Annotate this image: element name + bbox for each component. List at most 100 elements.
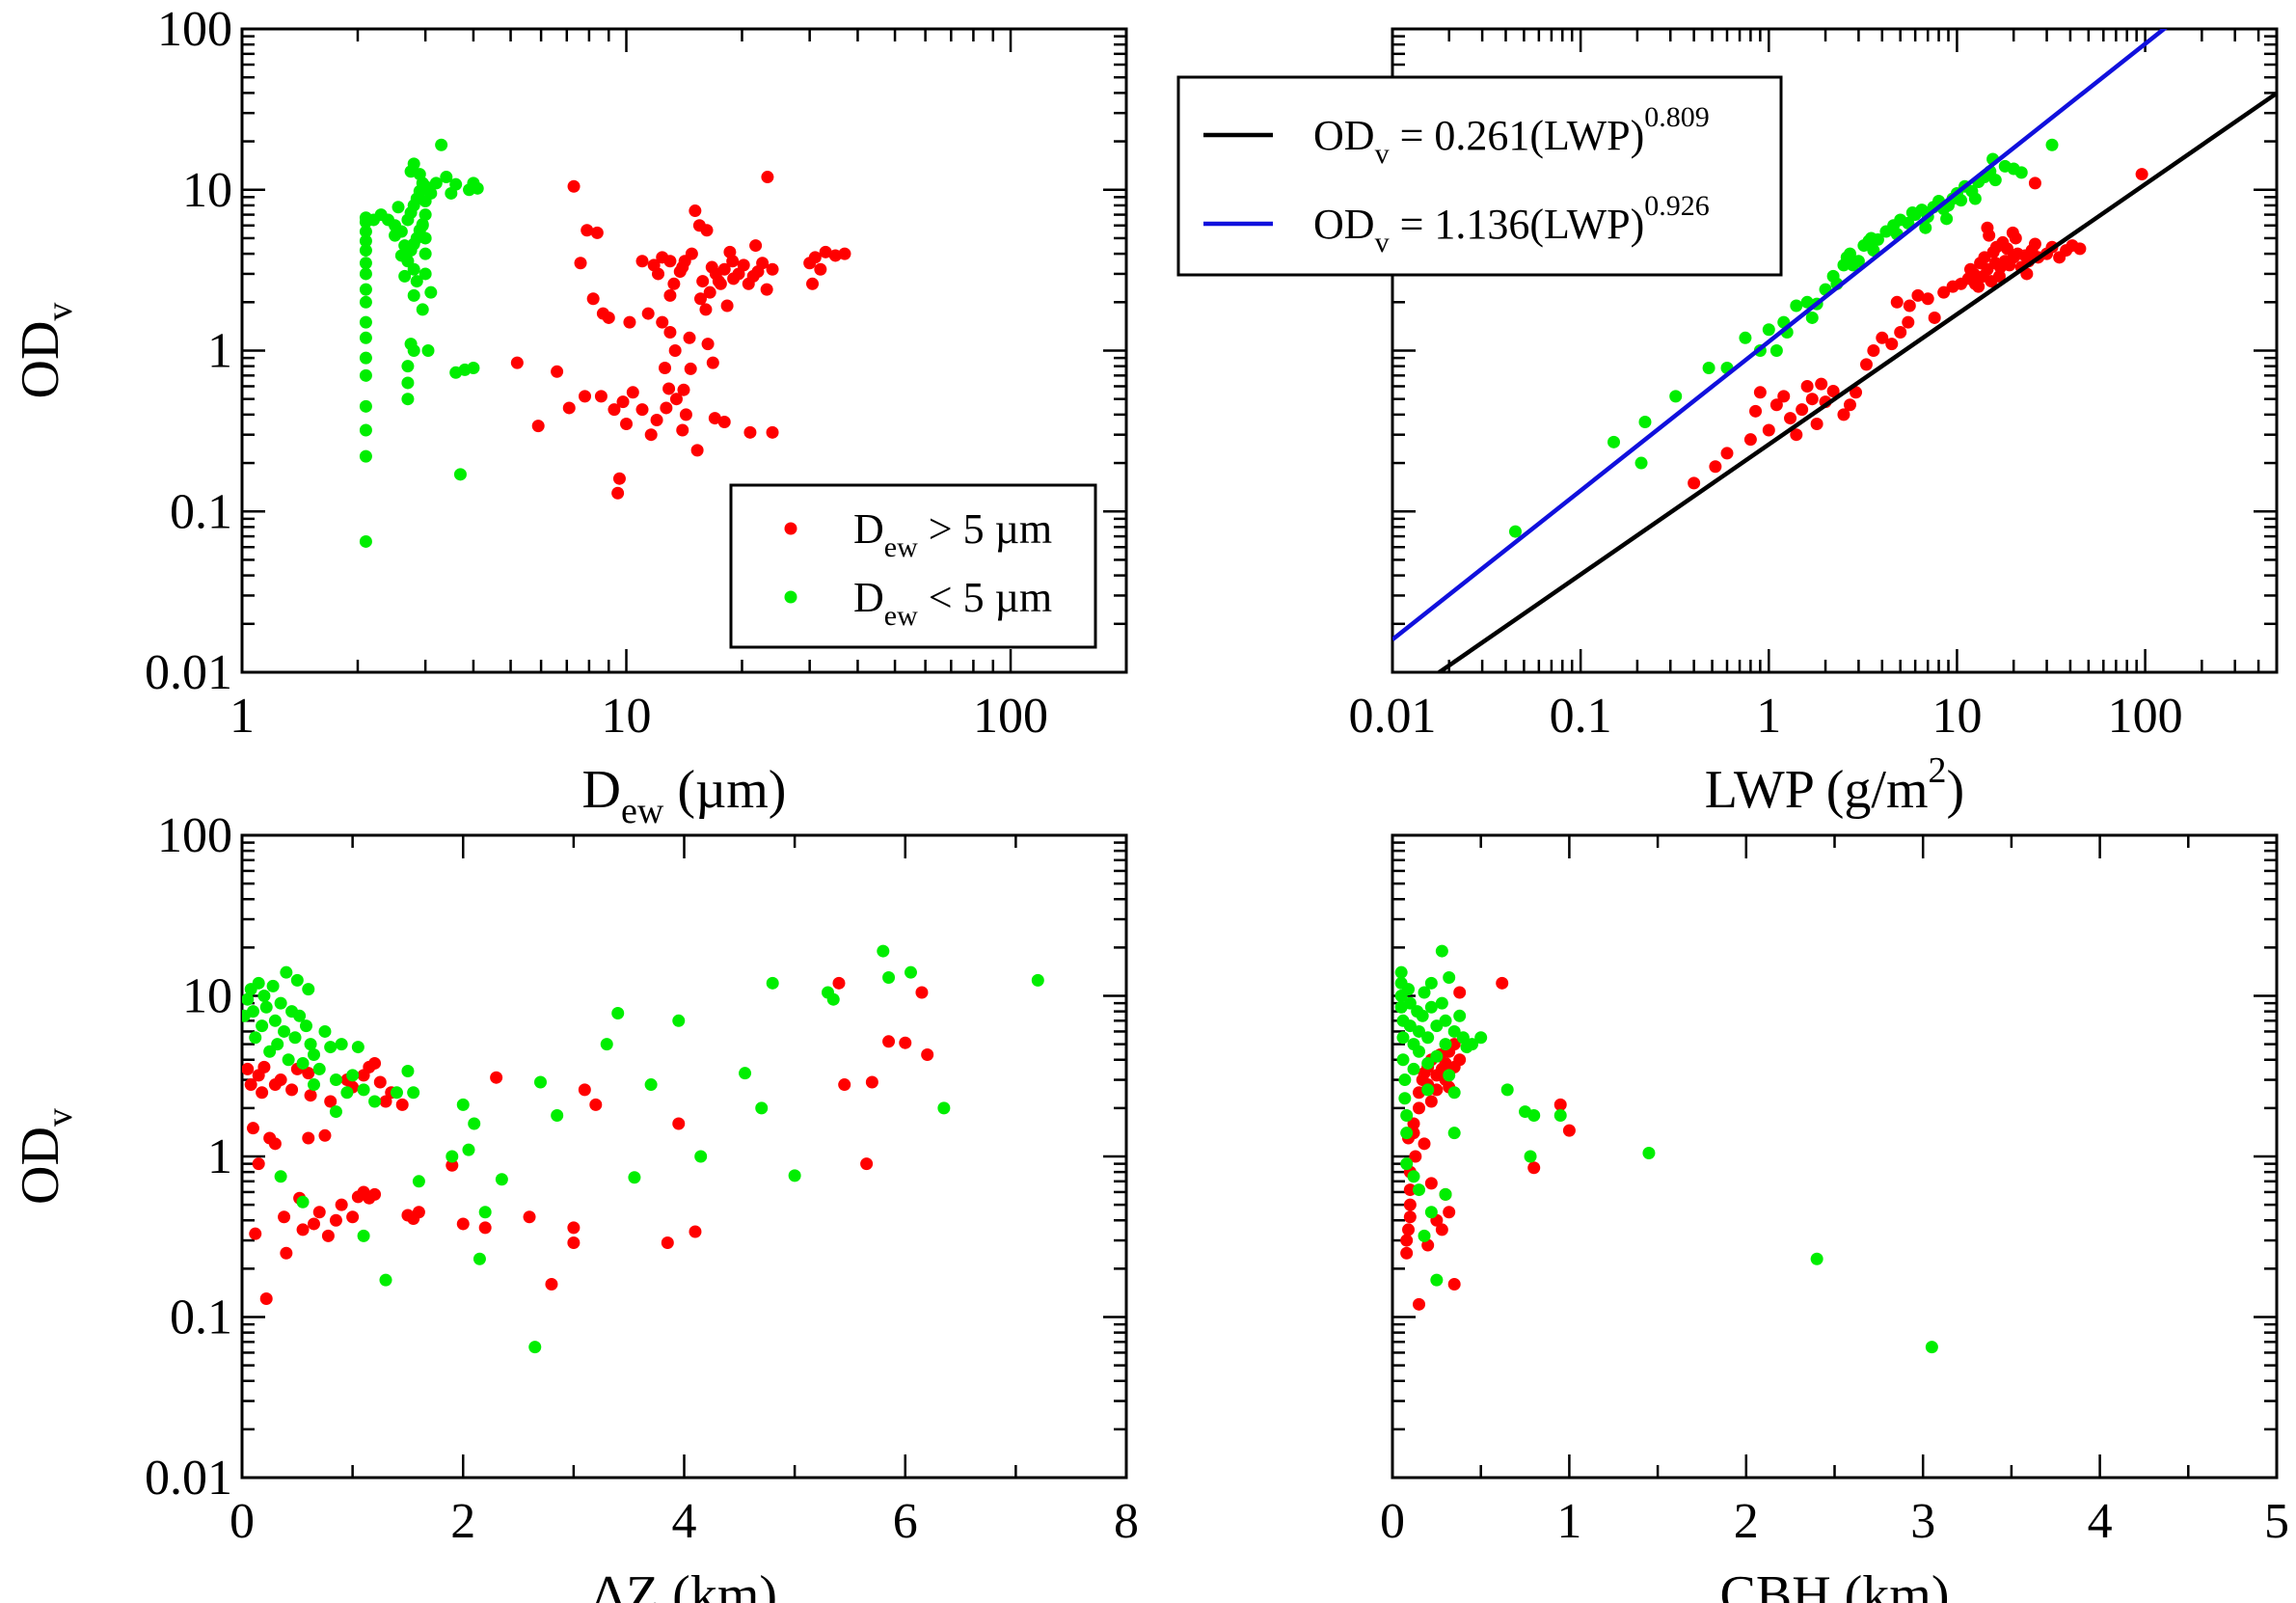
x-axis-label: CBH (km) — [1720, 1565, 1950, 1603]
x-tick-label: 0.01 — [1349, 689, 1437, 744]
x-tick-label: 10 — [602, 689, 652, 744]
data-point — [2028, 237, 2041, 251]
data-point — [359, 423, 372, 437]
x-tick-label: 3 — [1910, 1494, 1935, 1549]
data-point — [641, 307, 655, 320]
data-point — [274, 1170, 287, 1183]
data-point — [1403, 1210, 1417, 1224]
data-point — [429, 177, 443, 190]
data-point — [1837, 408, 1850, 421]
data-point — [589, 1098, 603, 1111]
data-point — [395, 1098, 409, 1111]
data-point — [2014, 166, 2028, 179]
data-point — [468, 1117, 481, 1130]
data-point — [359, 234, 372, 248]
data-point — [806, 277, 820, 290]
data-point — [1400, 1246, 1414, 1260]
x-tick-label: 8 — [1114, 1494, 1139, 1549]
data-point — [1447, 1086, 1461, 1100]
series-green — [359, 138, 484, 548]
series-red — [510, 171, 851, 500]
panel-p3: 0 2 4 6 8 0.01 0.1 1 10 100 ΔZ (km) ODv — [11, 808, 1139, 1603]
data-point — [359, 331, 372, 344]
data-point — [1850, 386, 1863, 399]
data-point — [1508, 525, 1522, 538]
data-point — [318, 1024, 332, 1038]
data-point — [410, 275, 423, 288]
data-point — [1553, 1098, 1567, 1111]
data-point — [1702, 361, 1715, 374]
data-point — [814, 262, 827, 276]
data-point — [1403, 1183, 1417, 1197]
fit-legend: ODv = 0.261(LWP)0.809 ODv = 1.136(LWP)0.9… — [1176, 75, 1783, 277]
data-point — [242, 1062, 255, 1075]
x-tick-label: 1 — [1756, 689, 1781, 744]
data-point — [656, 315, 669, 329]
plot-area — [359, 138, 851, 548]
legend-marker — [784, 590, 797, 604]
data-point — [720, 299, 734, 312]
legend-box — [729, 483, 1097, 649]
data-point — [412, 1206, 425, 1219]
data-point — [766, 262, 779, 276]
data-point — [249, 1227, 262, 1240]
x-tick-label: 0.1 — [1550, 689, 1612, 744]
fit-blue-line — [1392, 29, 2168, 641]
data-point — [1421, 1083, 1435, 1097]
data-point — [299, 1019, 312, 1033]
data-point — [296, 1223, 310, 1236]
data-point — [1810, 418, 1823, 431]
data-point — [1031, 973, 1044, 987]
data-point — [252, 976, 265, 990]
data-point — [302, 1131, 315, 1145]
data-point — [296, 1195, 310, 1209]
data-point — [2045, 138, 2059, 151]
data-point — [667, 277, 681, 290]
data-point — [1762, 423, 1775, 437]
data-point — [1398, 1073, 1412, 1087]
data-point — [1669, 390, 1683, 403]
data-point — [1418, 986, 1431, 999]
data-point — [359, 283, 372, 296]
data-point — [1903, 299, 1916, 312]
data-point — [1435, 944, 1448, 958]
data-point — [739, 1067, 752, 1080]
data-point — [586, 292, 600, 306]
data-point — [1407, 1117, 1420, 1130]
data-point — [620, 418, 634, 431]
data-point — [351, 1041, 365, 1054]
data-point — [1919, 221, 1932, 234]
data-point — [708, 412, 721, 425]
data-point — [467, 361, 480, 374]
data-point — [1890, 295, 1904, 309]
data-point — [717, 415, 731, 428]
data-point — [1940, 212, 1954, 226]
data-point — [308, 1078, 321, 1092]
x-tick-label: 4 — [2088, 1494, 2113, 1549]
data-point — [259, 1000, 273, 1014]
data-point — [1398, 1092, 1412, 1105]
data-point — [346, 1069, 360, 1082]
data-point — [626, 386, 639, 399]
series-green — [1394, 944, 1938, 1354]
data-point — [1968, 277, 1982, 290]
data-point — [1407, 1062, 1420, 1075]
data-point — [266, 979, 280, 992]
data-point — [684, 362, 697, 375]
data-point — [1911, 288, 1925, 302]
data-point — [766, 976, 779, 990]
data-point — [1805, 393, 1819, 406]
data-point — [1688, 476, 1701, 490]
data-point — [1815, 377, 1828, 391]
data-point — [689, 204, 702, 218]
data-point — [1430, 1273, 1444, 1287]
data-point — [1790, 299, 1803, 312]
x-tick-label: 100 — [973, 689, 1048, 744]
data-point — [1439, 1038, 1452, 1051]
data-point — [416, 303, 429, 316]
data-point — [462, 1143, 475, 1156]
data-point — [1634, 456, 1648, 470]
data-point — [1400, 1234, 1414, 1247]
data-point — [1769, 344, 1783, 357]
